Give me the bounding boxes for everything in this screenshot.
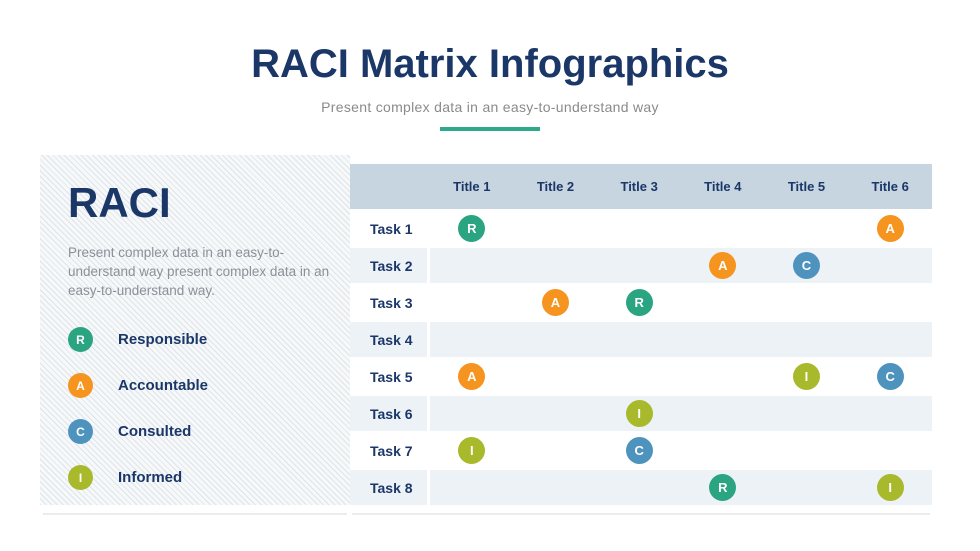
matrix-cell-r5-c1: A — [430, 359, 514, 396]
matrix-cell-r1-c6: A — [848, 211, 932, 248]
matrix-cell-r4-c3 — [597, 322, 681, 359]
matrix-cell-r7-c2 — [513, 433, 598, 470]
legend-label: Accountable — [118, 377, 209, 394]
raci-badge-c-icon: C — [68, 419, 93, 444]
column-header-2: Title 2 — [513, 164, 598, 211]
matrix-cell-r1-c2 — [513, 211, 598, 248]
matrix-cell-r2-c1 — [430, 248, 514, 285]
raci-panel: RACI Present complex data in an easy-to-… — [40, 155, 350, 515]
raci-badge-i-icon: I — [625, 400, 653, 427]
accent-divider — [440, 127, 540, 131]
raci-badge-r-icon: R — [709, 474, 737, 501]
legend-item-informed: I Informed — [68, 465, 322, 490]
matrix-cell-r6-c4 — [680, 396, 765, 433]
task-row-label: Task 1 — [350, 211, 430, 248]
panel-heading: RACI — [68, 179, 171, 226]
matrix-corner-cell — [350, 164, 430, 211]
matrix-cell-r3-c6 — [848, 285, 932, 322]
matrix-cell-r4-c6 — [848, 322, 932, 359]
raci-badge-i-icon: I — [68, 465, 93, 490]
raci-badge-a-icon: A — [709, 252, 737, 279]
matrix-cell-r4-c1 — [430, 322, 514, 359]
legend-label: Informed — [118, 469, 183, 486]
legend-label: Responsible — [118, 331, 208, 348]
raci-badge-a-icon: A — [68, 373, 93, 398]
panel-description: Present complex data in an easy-to-under… — [68, 245, 330, 298]
matrix-cell-r3-c2: A — [513, 285, 598, 322]
matrix-cell-r4-c4 — [680, 322, 765, 359]
matrix-cell-r2-c6 — [848, 248, 932, 285]
raci-badge-i-icon: I — [876, 474, 904, 501]
matrix-cell-r8-c6: I — [848, 470, 932, 507]
matrix-cell-r5-c2 — [513, 359, 598, 396]
legend-label: Consulted — [118, 423, 192, 440]
task-row-label: Task 2 — [350, 248, 430, 285]
matrix-cell-r2-c3 — [597, 248, 681, 285]
matrix-cell-r7-c3: C — [597, 433, 681, 470]
matrix-cell-r6-c1 — [430, 396, 514, 433]
raci-badge-c-icon: C — [792, 252, 820, 279]
matrix-cell-r7-c5 — [764, 433, 849, 470]
matrix-cell-r8-c3 — [597, 470, 681, 507]
matrix-cell-r7-c4 — [680, 433, 765, 470]
matrix-cell-r3-c4 — [680, 285, 765, 322]
matrix-cell-r8-c4: R — [680, 470, 765, 507]
column-header-5: Title 5 — [764, 164, 849, 211]
legend-item-consulted: C Consulted — [68, 419, 322, 444]
raci-badge-r-icon: R — [458, 215, 486, 242]
matrix-cell-r6-c6 — [848, 396, 932, 433]
matrix-cell-r5-c3 — [597, 359, 681, 396]
raci-badge-r-icon: R — [68, 327, 93, 352]
matrix-cell-r6-c2 — [513, 396, 598, 433]
page-title: RACI Matrix Infographics — [251, 42, 729, 86]
matrix-cell-r1-c5 — [764, 211, 849, 248]
matrix-cell-r7-c1: I — [430, 433, 514, 470]
matrix-cell-r8-c5 — [764, 470, 849, 507]
matrix-cell-r6-c5 — [764, 396, 849, 433]
matrix-cell-r2-c5: C — [764, 248, 849, 285]
matrix-cell-r2-c2 — [513, 248, 598, 285]
matrix-cell-r5-c6: C — [848, 359, 932, 396]
task-row-label: Task 7 — [350, 433, 430, 470]
column-header-4: Title 4 — [680, 164, 765, 211]
matrix-cell-r1-c4 — [680, 211, 765, 248]
task-row-label: Task 5 — [350, 359, 430, 396]
task-row-label: Task 6 — [350, 396, 430, 433]
matrix-cell-r3-c3: R — [597, 285, 681, 322]
column-header-6: Title 6 — [848, 164, 932, 211]
raci-badge-c-icon: C — [625, 437, 653, 464]
page-subtitle: Present complex data in an easy-to-under… — [321, 99, 659, 115]
matrix-cell-r3-c1 — [430, 285, 514, 322]
raci-badge-i-icon: I — [458, 437, 486, 464]
matrix-cell-r1-c1: R — [430, 211, 514, 248]
matrix-cell-r8-c2 — [513, 470, 598, 507]
task-row-label: Task 3 — [350, 285, 430, 322]
matrix-cell-r4-c2 — [513, 322, 598, 359]
raci-badge-i-icon: I — [792, 363, 820, 390]
raci-badge-r-icon: R — [625, 289, 653, 316]
task-row-label: Task 4 — [350, 322, 430, 359]
matrix-cell-r6-c3: I — [597, 396, 681, 433]
matrix-cell-r2-c4: A — [680, 248, 765, 285]
raci-matrix-table: Title 1 Title 2 Title 3 Title 4 Title 5 Title… — [350, 164, 932, 515]
matrix-cell-r8-c1 — [430, 470, 514, 507]
task-row-label: Task 8 — [350, 470, 430, 507]
matrix-cell-r5-c4 — [680, 359, 765, 396]
legend-item-responsible: R Responsible — [68, 327, 322, 352]
column-header-3: Title 3 — [597, 164, 681, 211]
matrix-cell-r5-c5: I — [764, 359, 849, 396]
legend: R Responsible A Accountable C Consulted I Infor… — [68, 327, 322, 490]
raci-badge-a-icon: A — [458, 363, 486, 390]
matrix-cell-r4-c5 — [764, 322, 849, 359]
matrix-cell-r1-c3 — [597, 211, 681, 248]
column-header-1: Title 1 — [430, 164, 514, 211]
raci-badge-a-icon: A — [876, 215, 904, 242]
raci-badge-a-icon: A — [541, 289, 569, 316]
raci-badge-c-icon: C — [876, 363, 904, 390]
matrix-cell-r3-c5 — [764, 285, 849, 322]
matrix-cell-r7-c6 — [848, 433, 932, 470]
legend-item-accountable: A Accountable — [68, 373, 322, 398]
